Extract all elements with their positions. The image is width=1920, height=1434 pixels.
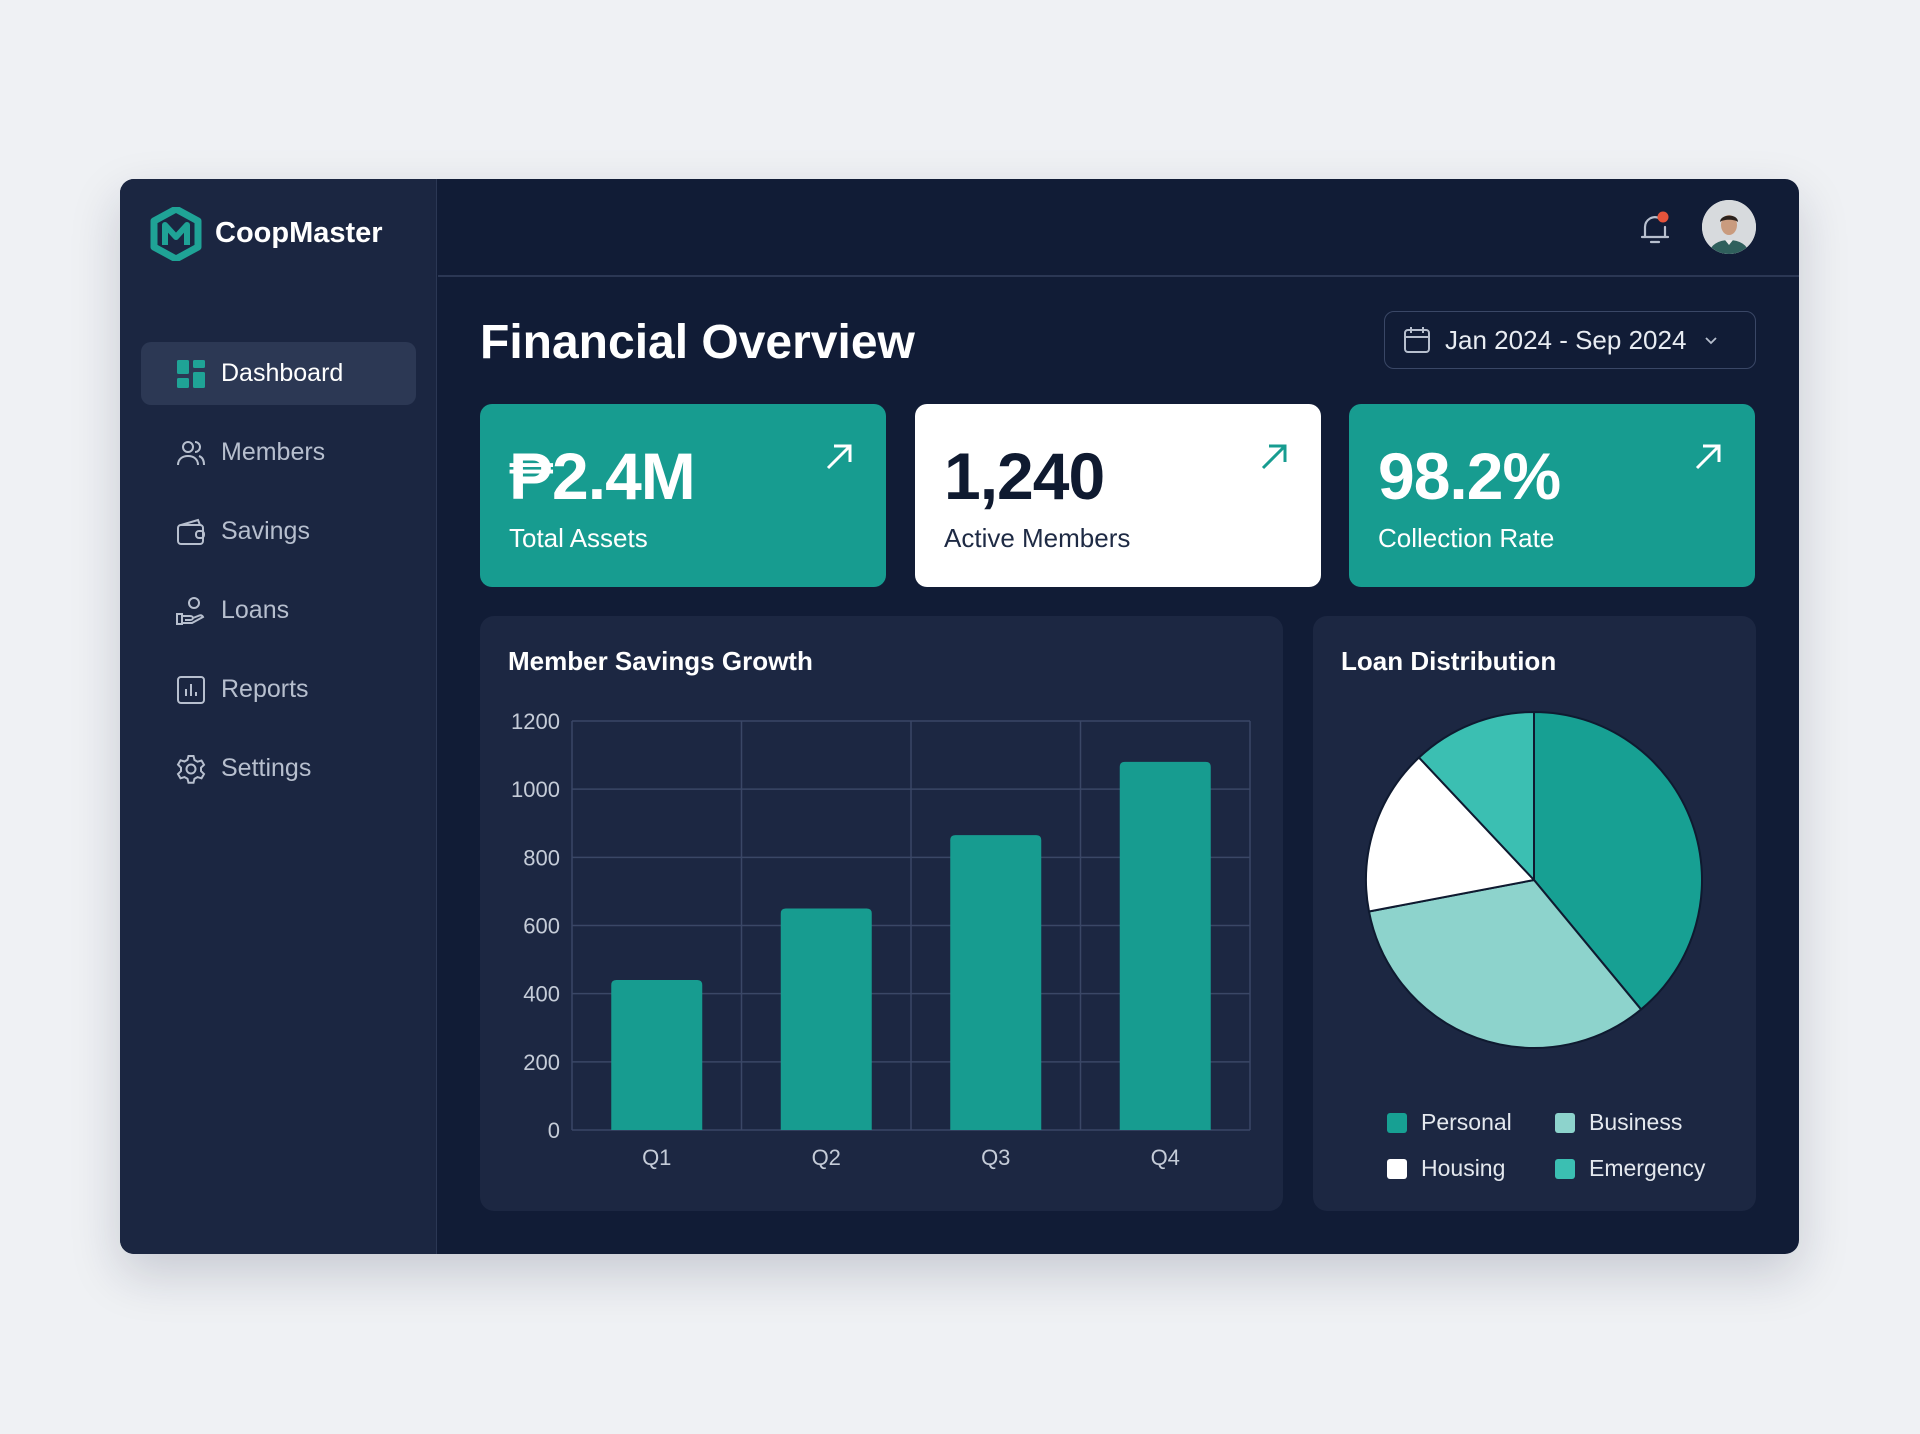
loan-distribution-panel: Loan Distribution Personal Business Hous… xyxy=(1313,616,1756,1211)
y-tick-label: 800 xyxy=(523,845,560,870)
stat-label: Collection Rate xyxy=(1378,523,1555,553)
savings-growth-panel: Member Savings Growth 0 200 400 600 800 1000 1… xyxy=(480,616,1283,1211)
sidebar-item-label: Members xyxy=(221,438,326,466)
sidebar-item-label: Settings xyxy=(221,754,312,782)
coopmaster-logo xyxy=(150,207,202,261)
hand-coin-icon xyxy=(176,596,205,625)
sidebar-item-label: Savings xyxy=(221,517,310,545)
sidebar-item-label: Dashboard xyxy=(221,359,344,387)
savings-bar-chart: 0 200 400 600 800 1000 1200 Q1 Q2 Q3 Q4 xyxy=(511,709,1251,1170)
stat-value: 98.2% xyxy=(1378,439,1561,513)
sidebar-item-members[interactable]: Members xyxy=(141,421,416,484)
pie-slice-business xyxy=(1367,879,1643,1049)
legend-label: Emergency xyxy=(1589,1155,1706,1181)
sidebar-item-reports[interactable]: Reports xyxy=(141,658,416,721)
stat-card-total-assets[interactable]: ₱2.4M Total Assets xyxy=(480,404,886,587)
legend-swatch xyxy=(1387,1112,1407,1133)
calendar-icon xyxy=(1404,327,1430,353)
gear-icon xyxy=(176,754,206,784)
x-tick-label: Q4 xyxy=(1151,1145,1180,1170)
x-tick-label: Q3 xyxy=(981,1145,1010,1170)
arrow-up-right-icon xyxy=(826,444,852,470)
arrow-up-right-icon xyxy=(1261,444,1287,470)
sidebar-item-savings[interactable]: Savings xyxy=(141,500,416,563)
user-avatar[interactable] xyxy=(1702,200,1756,254)
chart-title: Member Savings Growth xyxy=(508,646,813,676)
stat-value: 1,240 xyxy=(944,439,1105,513)
bar-q3 xyxy=(950,835,1042,1130)
legend-swatch xyxy=(1555,1112,1575,1133)
bar-q2 xyxy=(780,908,872,1130)
pie-slice-personal xyxy=(1533,711,1703,1011)
arrow-up-right-icon xyxy=(1695,444,1721,470)
loan-pie-chart xyxy=(1365,711,1703,1049)
top-bar xyxy=(438,179,1799,277)
legend-label: Housing xyxy=(1421,1155,1506,1181)
stat-card-collection-rate[interactable]: 98.2% Collection Rate xyxy=(1349,404,1755,587)
y-tick-label: 400 xyxy=(523,982,560,1007)
date-range-value: Jan 2024 - Sep 2024 xyxy=(1445,324,1687,355)
page-title: Financial Overview xyxy=(480,316,915,369)
pie-slice-emergency xyxy=(1417,711,1535,881)
legend-item-housing: Housing xyxy=(1387,1155,1505,1182)
y-tick-label: 200 xyxy=(523,1050,560,1075)
bar-q1 xyxy=(611,980,703,1130)
sidebar: CoopMaster Dashboard Members Savings Loa… xyxy=(120,179,437,1254)
bar-chart-icon xyxy=(177,675,205,704)
y-tick-label: 0 xyxy=(548,1118,560,1143)
legend-item-emergency: Emergency xyxy=(1555,1155,1705,1182)
sidebar-item-label: Reports xyxy=(221,675,309,703)
bell-icon[interactable] xyxy=(1635,209,1675,249)
chart-title: Loan Distribution xyxy=(1341,646,1557,676)
sidebar-item-settings[interactable]: Settings xyxy=(141,737,416,800)
stat-value: ₱2.4M xyxy=(509,439,696,513)
x-tick-label: Q1 xyxy=(642,1145,671,1170)
avatar-image xyxy=(1702,200,1756,254)
date-range-picker[interactable]: Jan 2024 - Sep 2024 xyxy=(1384,311,1756,369)
legend-item-business: Business xyxy=(1555,1109,1682,1136)
users-icon xyxy=(177,440,205,465)
stat-card-active-members[interactable]: 1,240 Active Members xyxy=(915,404,1321,587)
chevron-down-icon xyxy=(1705,337,1718,345)
y-tick-label: 1200 xyxy=(511,709,560,734)
x-tick-label: Q2 xyxy=(812,1145,841,1170)
stat-label: Total Assets xyxy=(509,523,648,553)
legend-swatch xyxy=(1555,1158,1575,1179)
y-tick-label: 600 xyxy=(523,914,560,939)
bar-q4 xyxy=(1119,761,1211,1130)
sidebar-item-label: Loans xyxy=(221,596,290,624)
sidebar-item-loans[interactable]: Loans xyxy=(141,579,416,642)
brand-name: CoopMaster xyxy=(215,217,383,249)
stat-label: Active Members xyxy=(944,523,1131,553)
wallet-icon xyxy=(177,518,205,545)
legend-swatch xyxy=(1387,1158,1407,1179)
y-tick-label: 1000 xyxy=(511,777,560,802)
sidebar-item-dashboard[interactable]: Dashboard xyxy=(141,342,416,405)
legend-label: Personal xyxy=(1421,1109,1512,1135)
legend-label: Business xyxy=(1589,1109,1683,1135)
dashboard-grid-icon xyxy=(177,359,205,388)
pie-slice-housing xyxy=(1365,756,1535,913)
app-window: CoopMaster Dashboard Members Savings Loa… xyxy=(120,179,1799,1254)
legend-item-personal: Personal xyxy=(1387,1109,1512,1136)
